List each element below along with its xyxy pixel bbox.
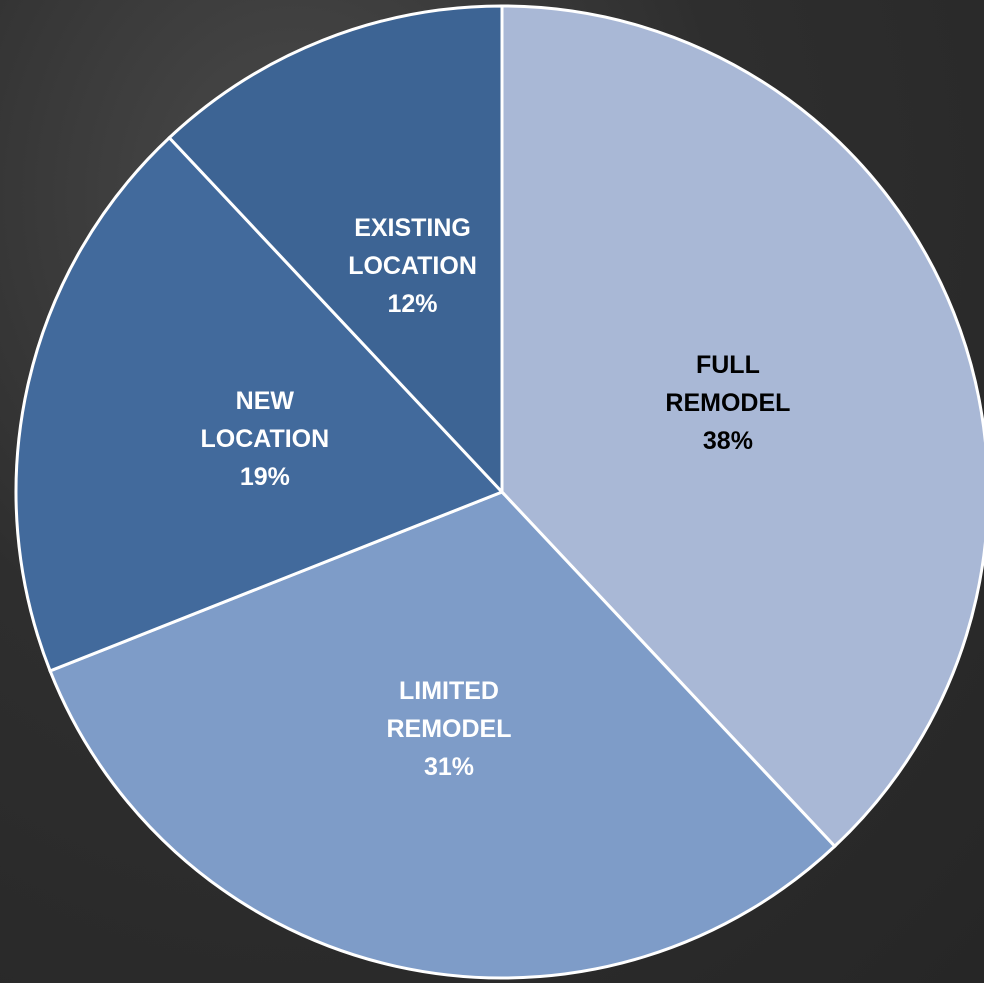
- pie-slice: [14, 135, 505, 673]
- pie-slice: [500, 4, 984, 849]
- slice-label: LIMITED REMODEL 31%: [374, 672, 524, 786]
- category-label: FULL REMODEL: [665, 350, 791, 417]
- slice-label: NEW LOCATION 19%: [190, 382, 340, 496]
- category-label: EXISTING LOCATION: [348, 214, 477, 281]
- slice-label: FULL REMODEL 38%: [653, 346, 803, 460]
- pie-slice: [48, 490, 837, 980]
- slice-label: EXISTING LOCATION 12%: [338, 209, 488, 323]
- value-label: 19%: [239, 462, 290, 491]
- value-label: 31%: [423, 753, 474, 782]
- value-label: 12%: [387, 290, 438, 319]
- value-label: 38%: [702, 426, 753, 455]
- category-label: NEW LOCATION: [200, 386, 330, 453]
- pie-slice: [167, 4, 504, 496]
- category-label: LIMITED REMODEL: [386, 677, 512, 744]
